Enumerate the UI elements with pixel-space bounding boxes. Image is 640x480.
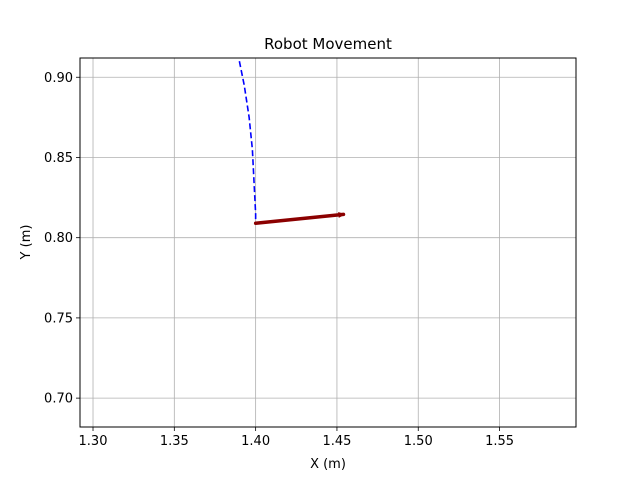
y-tick-label: 0.70	[44, 392, 73, 407]
x-tick-label: 1.45	[322, 434, 351, 449]
y-tick-label: 0.75	[44, 311, 73, 326]
x-tick-label: 1.40	[241, 434, 270, 449]
y-tick-label: 0.90	[44, 71, 73, 86]
x-tick-label: 1.30	[79, 434, 108, 449]
y-tick-label: 0.80	[44, 231, 73, 246]
grid-layer	[80, 58, 576, 427]
heading-arrow	[253, 212, 346, 225]
heading-arrowhead	[338, 211, 346, 218]
x-tick-label: 1.50	[404, 434, 433, 449]
plot-area	[80, 58, 576, 427]
trajectory-line	[238, 61, 257, 222]
tick-layer: 1.30 1.35 1.40 1.45 1.50 1.55 0.70 0.75 0.80 0.85…	[44, 71, 514, 449]
x-tick-label: 1.55	[485, 434, 514, 449]
chart-title: Robot Movement	[264, 35, 392, 53]
series-layer	[238, 61, 346, 225]
y-axis-label: Y (m)	[19, 225, 34, 261]
plot-frame	[79, 57, 577, 428]
x-axis-label: X (m)	[310, 457, 346, 472]
x-tick-label: 1.35	[160, 434, 189, 449]
y-tick-label: 0.85	[44, 151, 73, 166]
